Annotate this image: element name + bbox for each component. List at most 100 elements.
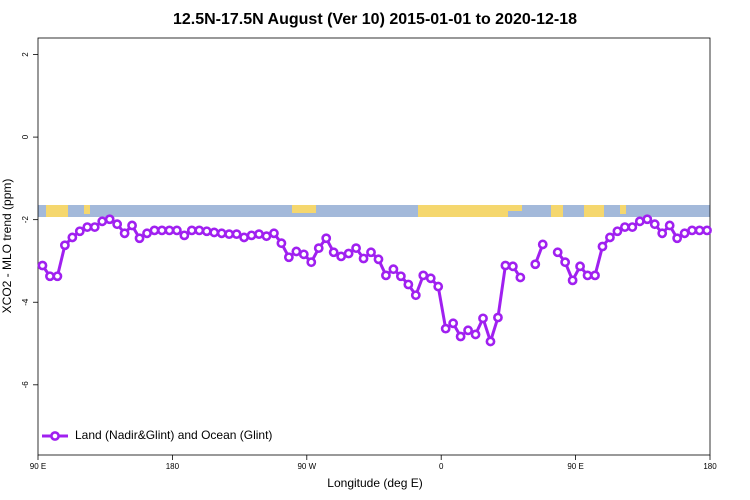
data-point [336, 251, 347, 262]
data-point [201, 226, 212, 237]
data-point [157, 225, 167, 236]
data-point [470, 329, 481, 340]
data-point [239, 232, 249, 243]
data-point [552, 247, 563, 258]
data-point [664, 220, 675, 231]
data-point [515, 272, 526, 283]
data-point [216, 228, 227, 239]
data-point [179, 230, 190, 241]
data-point [448, 318, 459, 329]
data-point [679, 228, 690, 239]
data-point [89, 222, 100, 232]
data-point [67, 232, 78, 243]
data-point [597, 241, 608, 252]
data-point [224, 229, 235, 240]
data-point [134, 233, 145, 244]
data-point [328, 247, 339, 258]
data-point [373, 254, 384, 265]
data-point [343, 248, 354, 259]
x-axis-label: Longitude (deg E) [327, 476, 422, 490]
data-point [612, 226, 623, 237]
plot-frame [37, 37, 711, 456]
data-point [97, 216, 108, 227]
y-tick-label: -4 [21, 298, 30, 306]
data-point [507, 261, 518, 272]
legend-marker [50, 431, 60, 441]
data-point [485, 336, 496, 347]
data-point [410, 290, 421, 301]
data-point [388, 264, 399, 275]
data-point [440, 323, 451, 334]
data-point [694, 225, 705, 236]
data-point [142, 228, 152, 239]
data-point [127, 220, 137, 231]
data-point [37, 260, 48, 271]
data-point [403, 279, 414, 290]
x-tick-label: 90 E [567, 462, 583, 471]
y-tick-label: 2 [21, 52, 30, 57]
data-point [276, 238, 287, 249]
data-point [649, 219, 660, 230]
data-point [164, 225, 175, 236]
data-point [500, 260, 511, 271]
data-point [351, 243, 361, 254]
data-point [433, 281, 444, 292]
data-point [149, 225, 160, 236]
x-tick-label: 180 [703, 462, 717, 471]
data-point [455, 331, 466, 342]
data-point [366, 247, 376, 258]
data-point [537, 239, 548, 250]
data-point [82, 222, 93, 232]
data-point [119, 228, 130, 239]
data-point [231, 229, 242, 240]
data-point [634, 216, 645, 227]
data-point [104, 214, 115, 225]
y-axis-label: XCO2 - MLO trend (ppm) [0, 179, 14, 314]
data-point [702, 225, 712, 236]
data-point [619, 222, 630, 232]
data-point [493, 312, 503, 323]
data-point [321, 233, 332, 244]
data-point [463, 325, 473, 336]
data-point [194, 225, 205, 236]
data-point [298, 249, 309, 260]
data-point [209, 227, 220, 238]
x-tick-label: 90 E [30, 462, 46, 471]
data-point [186, 225, 197, 236]
data-point [478, 313, 488, 324]
legend-label: Land (Nadir&Glint) and Ocean (Glint) [75, 428, 272, 442]
data-point [395, 271, 406, 282]
y-tick-label: -6 [21, 381, 30, 389]
data-point [590, 270, 600, 281]
data-point [269, 228, 279, 239]
data-point [112, 219, 123, 230]
data-point [642, 214, 653, 225]
data-point [59, 240, 70, 251]
data-point [45, 271, 55, 282]
data-point [530, 259, 541, 270]
data-point [687, 225, 697, 236]
data-point [582, 270, 593, 281]
data-point [381, 270, 391, 281]
data-point [567, 275, 578, 286]
chart-title: 12.5N-17.5N August (Ver 10) 2015-01-01 t… [173, 11, 577, 28]
data-point [627, 222, 638, 232]
data-point [171, 225, 182, 236]
y-tick-label: 0 [21, 134, 30, 139]
land-ocean-strip [38, 205, 710, 217]
data-point [283, 252, 294, 263]
data-point [358, 253, 369, 264]
data-point [560, 257, 571, 268]
x-tick-label: 0 [439, 462, 444, 471]
data-point [52, 271, 63, 282]
y-tick-label: -2 [21, 216, 30, 224]
data-point [575, 261, 585, 272]
data-point [418, 270, 429, 281]
data-point [254, 229, 264, 240]
data-point [425, 273, 436, 284]
data-point [657, 228, 668, 239]
data-point [74, 226, 85, 237]
x-tick-label: 90 W [297, 462, 316, 471]
data-point [672, 233, 683, 244]
